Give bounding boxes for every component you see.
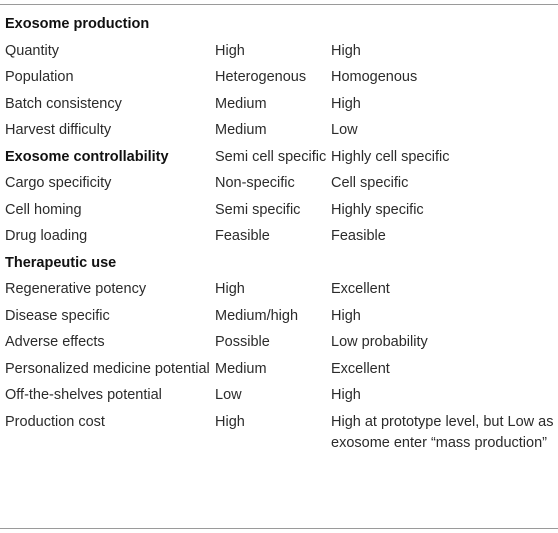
row-label: Off-the-shelves potential (5, 387, 162, 403)
section-row: Therapeutic use (0, 253, 558, 280)
value-cell-col3 (331, 253, 558, 280)
row-label: Adverse effects (5, 334, 105, 350)
value-cell-col2: Heterogenous (215, 69, 307, 85)
value-cell-col2: Medium (215, 360, 267, 377)
value-cell-col3 (331, 14, 558, 41)
value-cell-col3: Highly cell specific (331, 148, 450, 165)
row-label: Batch consistency (5, 95, 122, 112)
row-label: Drug loading (5, 228, 88, 244)
value-cell-col3: Highly specific (331, 201, 424, 218)
table-row: Disease specific Medium/high High (0, 306, 558, 333)
row-label: Population (5, 69, 74, 85)
value-cell-col3: High (331, 95, 361, 112)
value-cell-col3: High (331, 42, 361, 59)
value-cell-col2: Low (215, 387, 242, 403)
table-row: Regenerative potency High Excellent (0, 279, 558, 306)
table-row: Batch consistency Medium High (0, 94, 558, 121)
row-label: Regenerative potency (5, 281, 147, 297)
value-cell-col2: Possible (215, 334, 270, 350)
value-cell-col2: High (215, 413, 245, 430)
table-row: Production cost High High at prototype lev… (0, 412, 558, 460)
value-cell-col2: Medium/high (215, 307, 299, 324)
value-cell-col2: Medium (215, 122, 267, 138)
row-label: Disease specific (5, 307, 110, 324)
table-row: Drug loading Feasible Feasible (0, 226, 558, 253)
value-cell-col3: Excellent (331, 281, 390, 297)
row-label: Cargo specificity (5, 175, 112, 191)
value-cell-col2: Medium (215, 95, 267, 112)
section-heading: Therapeutic use (5, 254, 117, 271)
section-heading: Exosome controllability (5, 148, 169, 165)
table-bottom-rule (0, 528, 558, 529)
value-cell-col3: Excellent (331, 360, 390, 377)
row-label: Cell homing (5, 201, 82, 218)
table-row: Adverse effects Possible Low probability (0, 332, 558, 359)
value-cell-col3: Feasible (331, 228, 386, 244)
value-cell-col3: High at prototype level, but Low as exos… (331, 413, 554, 451)
value-cell-col2: High (215, 42, 245, 59)
value-cell-col3: Low (331, 122, 358, 138)
table-row: Cargo specificity Non-specific Cell specif… (0, 173, 558, 200)
table-top-rule (0, 4, 558, 5)
value-cell-col2: Semi cell specific (215, 148, 327, 165)
table-row: Harvest difficulty Medium Low (0, 120, 558, 147)
section-row: Exosome production (0, 14, 558, 41)
table-row: Cell homing Semi specific Highly specific (0, 200, 558, 227)
value-cell-col3: High (331, 387, 361, 403)
comparison-table: Exosome production Quantity High High Popula… (0, 14, 558, 459)
row-label: Quantity (5, 42, 59, 59)
section-heading: Exosome production (5, 16, 150, 32)
value-cell-col3: Homogenous (331, 69, 418, 85)
table-row: Off-the-shelves potential Low High (0, 385, 558, 412)
value-cell-col2: High (215, 281, 245, 297)
value-cell-col3: High (331, 307, 361, 324)
table-row: Personalized medicine potential Medium Exc… (0, 359, 558, 386)
table-body: Exosome production Quantity High High Popula… (0, 14, 558, 459)
table-row: Quantity High High (0, 41, 558, 68)
value-cell-col2: Non-specific (215, 175, 295, 191)
value-cell-col2: Semi specific (215, 201, 301, 218)
value-cell-col3: Low probability (331, 334, 428, 350)
value-cell-col2 (215, 253, 331, 280)
row-label: Personalized medicine potential (5, 360, 210, 377)
row-label: Production cost (5, 413, 105, 430)
value-cell-col3: Cell specific (331, 175, 409, 191)
table-row: Population Heterogenous Homogenous (0, 67, 558, 94)
value-cell-col2: Feasible (215, 228, 270, 244)
row-label: Harvest difficulty (5, 122, 112, 138)
value-cell-col2 (215, 14, 331, 41)
section-row: Exosome controllability Semi cell specifi… (0, 147, 558, 174)
